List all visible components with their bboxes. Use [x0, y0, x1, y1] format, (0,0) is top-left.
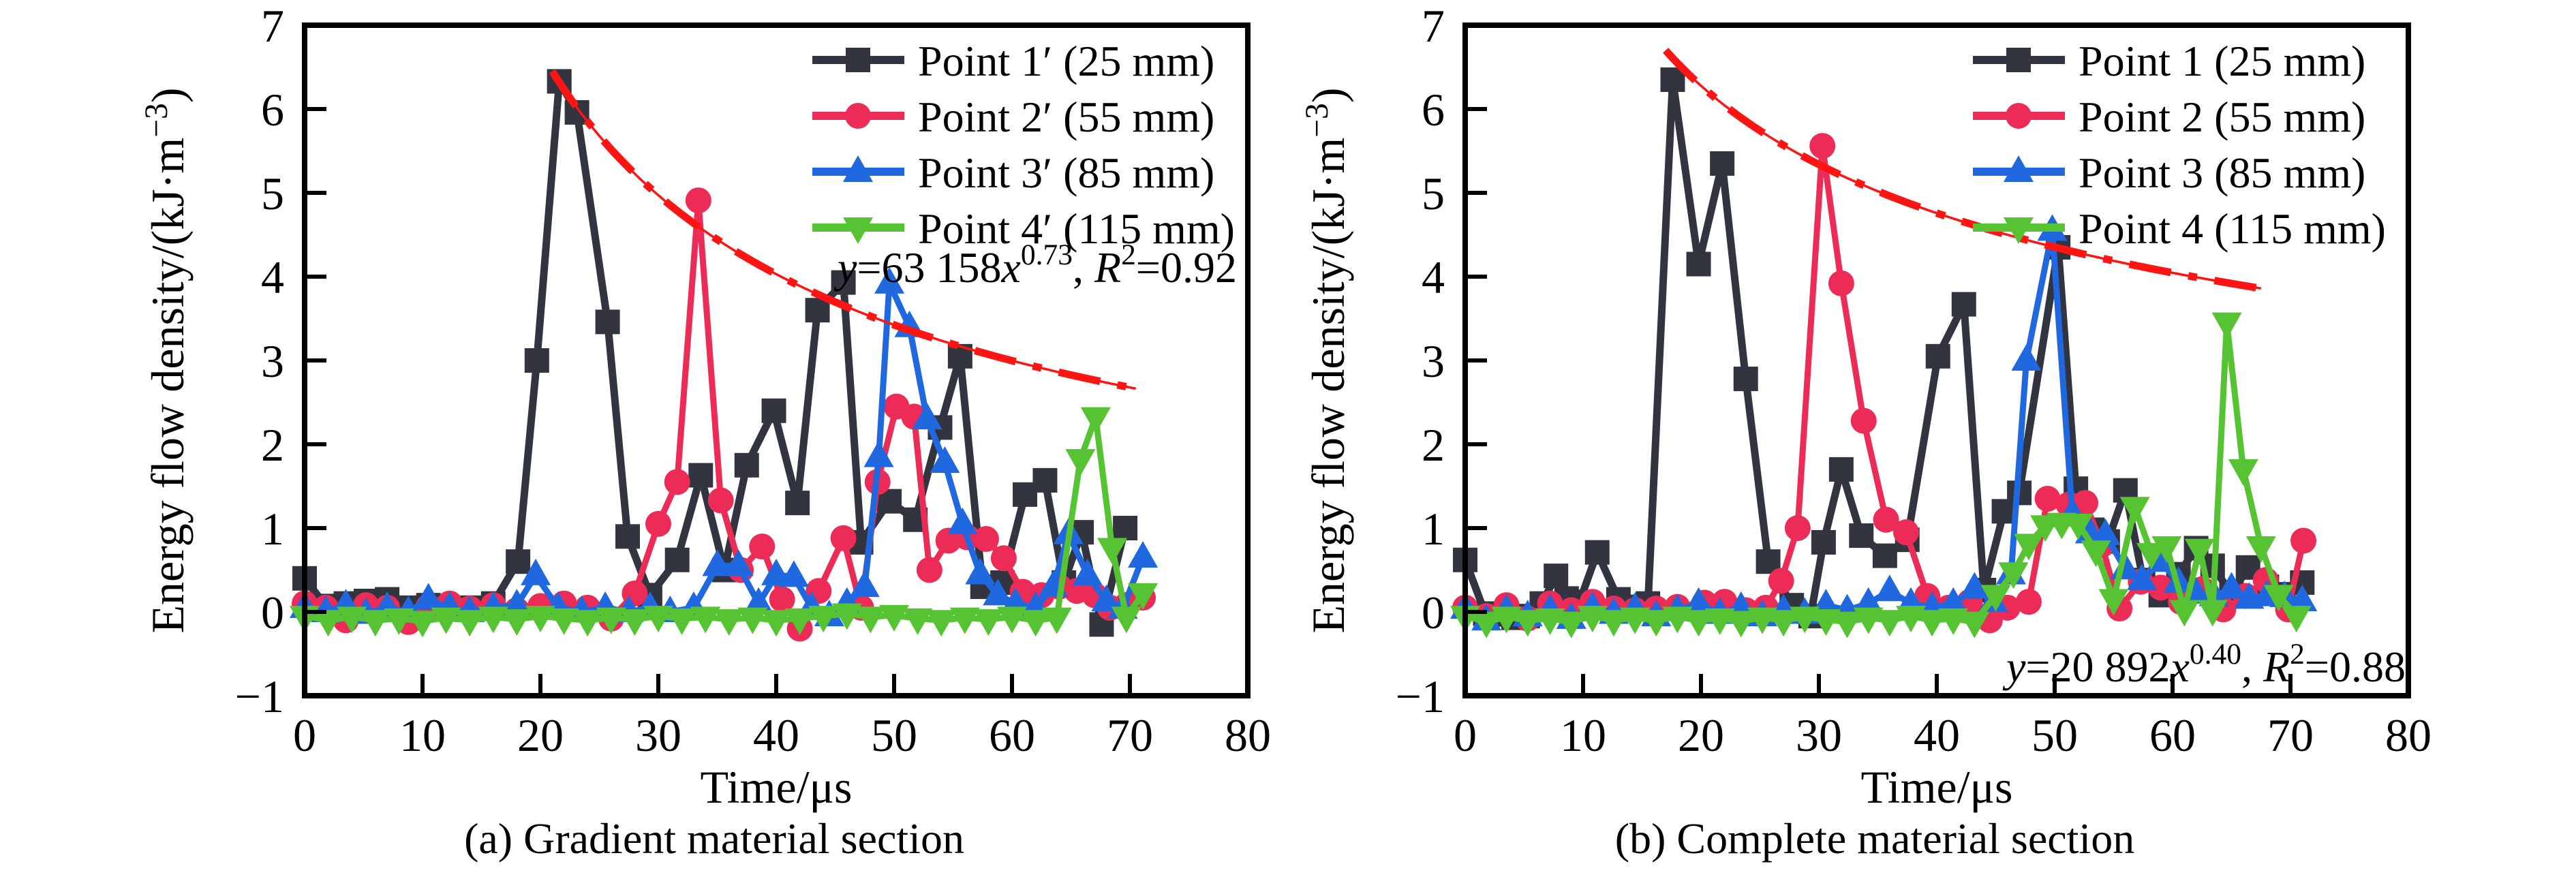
y-tick-label: 2 [1422, 419, 1445, 471]
y-tick-label: 0 [1422, 587, 1445, 638]
y-tick-label: 0 [261, 587, 284, 638]
legend-label: Point 1 (25 mm) [2079, 37, 2365, 85]
x-axis-title: Time/μs [701, 761, 853, 813]
legend-item: Point 3′ (85 mm) [812, 149, 1214, 197]
y-axis-title: Energy flow density/(kJ·m−3) [1300, 87, 1354, 633]
y-tick-label: 7 [261, 0, 284, 52]
y-axis-title: Energy flow density/(kJ·m−3) [139, 87, 194, 633]
x-tick-label: 0 [1454, 709, 1477, 761]
x-tick-label: 0 [293, 709, 316, 761]
x-tick-label: 40 [1914, 709, 1960, 761]
fit-equation: y=63 158x0.73, R2=0.92 [833, 238, 1237, 292]
legend-label: Point 4′ (115 mm) [918, 204, 1235, 253]
y-tick-label: 5 [261, 168, 284, 219]
legend-item: Point 2′ (55 mm) [812, 93, 1214, 141]
legend-item: Point 3 (85 mm) [1973, 149, 2365, 197]
legend-label: Point 2′ (55 mm) [918, 93, 1214, 141]
x-tick-label: 80 [2385, 709, 2432, 761]
series-4 [290, 407, 1159, 638]
y-tick-label: 5 [1422, 168, 1445, 219]
fit-equation: y=20 892x0.40, R2=0.88 [2002, 638, 2406, 691]
x-tick-label: 50 [2031, 709, 2078, 761]
x-tick-label: 20 [1678, 709, 1724, 761]
x-tick-label: 60 [2149, 709, 2196, 761]
x-tick-label: 10 [1560, 709, 1606, 761]
y-tick-label: 1 [1422, 503, 1445, 555]
y-tick-label: 7 [1422, 0, 1445, 52]
x-tick-label: 60 [989, 709, 1035, 761]
x-tick-label: 20 [517, 709, 564, 761]
x-tick-label: 30 [1796, 709, 1842, 761]
y-tick-label: 4 [261, 251, 284, 303]
y-tick-label: 6 [261, 84, 284, 136]
plot-border [1462, 22, 2411, 698]
y-tick-label: 1 [261, 503, 284, 555]
panel-caption: (b) Complete material section [1615, 814, 2134, 863]
panel-b: 0 10 20 30 40 50 60 70 80−101234567Time/μsEnergy… [1300, 0, 2432, 863]
x-tick-label: 40 [753, 709, 799, 761]
plot-border [302, 22, 1251, 698]
x-tick-label: 80 [1225, 709, 1271, 761]
legend-item: Point 1 (25 mm) [1973, 37, 2365, 85]
legend-item: Point 2 (55 mm) [1973, 93, 2365, 141]
legend-item: Point 4′ (115 mm) [812, 204, 1235, 253]
x-tick-label: 70 [1107, 709, 1153, 761]
legend-item: Point 4 (115 mm) [1973, 204, 2386, 253]
panel-a: 0 10 20 30 40 50 60 70 80−101234567Time/μsEnergy… [139, 0, 1271, 863]
legend-label: Point 1′ (25 mm) [918, 37, 1214, 85]
y-tick-label: −1 [235, 670, 284, 722]
x-tick-label: 70 [2267, 709, 2314, 761]
series-4 [1450, 312, 2312, 638]
fit-curve-dash [549, 69, 1137, 392]
legend-label: Point 4 (115 mm) [2079, 204, 2386, 253]
x-axis-title: Time/μs [1861, 761, 2013, 813]
y-tick-label: 3 [1422, 335, 1445, 387]
y-tick-label: −1 [1396, 670, 1445, 722]
legend-label: Point 3 (85 mm) [2079, 149, 2365, 197]
y-tick-label: 2 [261, 419, 284, 471]
fit-curve-dash [1663, 48, 2262, 292]
x-tick-label: 30 [635, 709, 681, 761]
legend-label: Point 2 (55 mm) [2079, 93, 2365, 141]
panel-caption: (a) Gradient material section [464, 814, 964, 863]
x-tick-label: 50 [871, 709, 917, 761]
legend-label: Point 3′ (85 mm) [918, 149, 1214, 197]
legend-item: Point 1′ (25 mm) [812, 37, 1214, 85]
y-tick-label: 4 [1422, 251, 1445, 303]
y-tick-label: 3 [261, 335, 284, 387]
y-tick-label: 6 [1422, 84, 1445, 136]
x-tick-label: 10 [399, 709, 446, 761]
